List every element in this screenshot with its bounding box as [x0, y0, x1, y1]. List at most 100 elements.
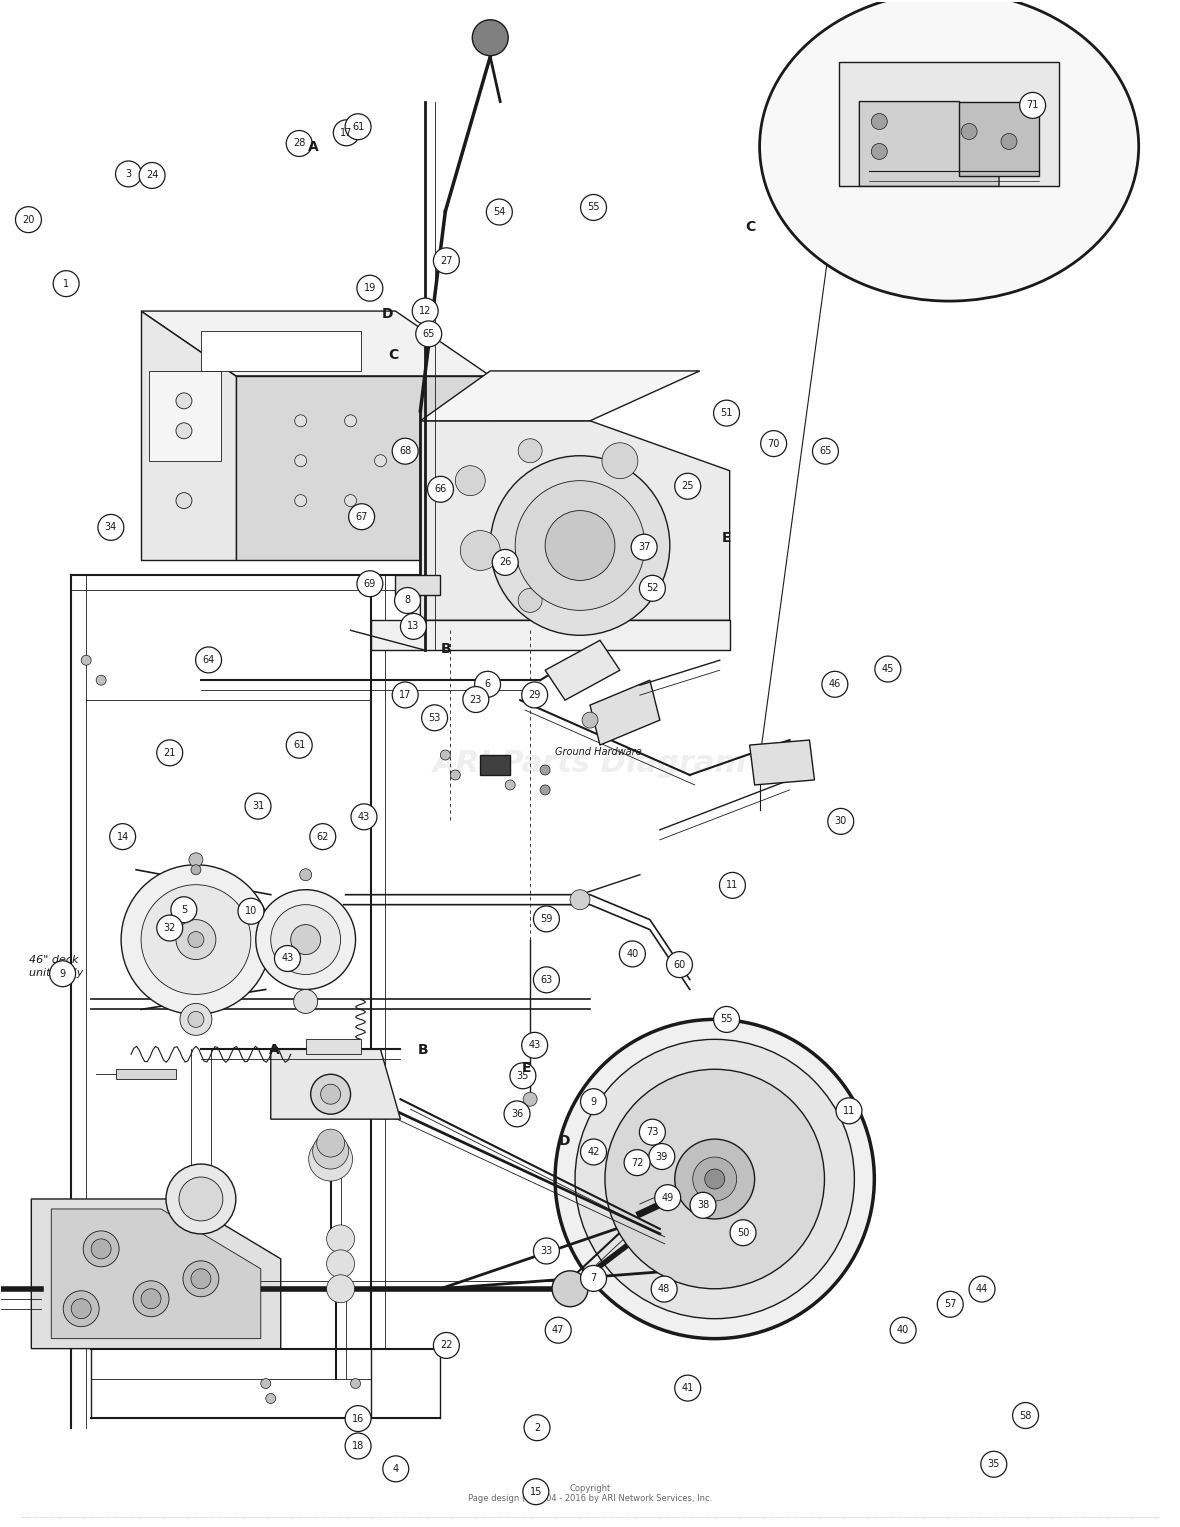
Circle shape	[356, 571, 382, 597]
Text: 44: 44	[976, 1284, 988, 1293]
Text: 49: 49	[662, 1193, 674, 1203]
Polygon shape	[149, 371, 221, 461]
Circle shape	[427, 476, 453, 502]
Circle shape	[828, 808, 853, 834]
Text: 47: 47	[552, 1325, 564, 1335]
Circle shape	[327, 1251, 354, 1278]
Text: 35: 35	[988, 1460, 999, 1469]
Circle shape	[266, 1394, 276, 1403]
Text: 28: 28	[293, 139, 306, 148]
Circle shape	[321, 1084, 341, 1104]
Circle shape	[433, 247, 459, 273]
Text: 36: 36	[511, 1109, 523, 1119]
Text: 2: 2	[533, 1423, 540, 1432]
Circle shape	[313, 1133, 348, 1170]
Circle shape	[871, 144, 887, 159]
Circle shape	[620, 941, 645, 967]
Text: 20: 20	[22, 215, 34, 224]
Circle shape	[474, 672, 500, 698]
Text: 55: 55	[588, 203, 599, 212]
Circle shape	[937, 1292, 963, 1318]
Circle shape	[640, 576, 666, 602]
Text: 61: 61	[293, 741, 306, 750]
Circle shape	[693, 1157, 736, 1200]
Text: 43: 43	[358, 812, 371, 822]
Circle shape	[181, 1003, 212, 1035]
Circle shape	[486, 199, 512, 224]
Circle shape	[50, 960, 76, 986]
Circle shape	[523, 1478, 549, 1504]
Text: Ground Hardware: Ground Hardware	[555, 747, 642, 757]
Text: 8: 8	[405, 596, 411, 606]
Text: C: C	[388, 348, 399, 362]
Text: 65: 65	[819, 446, 832, 457]
Text: 30: 30	[834, 817, 847, 826]
Text: 41: 41	[682, 1383, 694, 1393]
Circle shape	[518, 438, 542, 463]
Circle shape	[15, 206, 41, 232]
Circle shape	[139, 162, 165, 188]
Text: 15: 15	[530, 1487, 542, 1496]
Text: 22: 22	[440, 1341, 453, 1350]
Circle shape	[540, 785, 550, 796]
Polygon shape	[270, 1049, 400, 1119]
Polygon shape	[749, 741, 814, 785]
Polygon shape	[371, 620, 729, 651]
Circle shape	[327, 1225, 354, 1252]
Circle shape	[730, 1220, 756, 1246]
Polygon shape	[420, 421, 729, 620]
Circle shape	[522, 683, 548, 709]
Text: 63: 63	[540, 974, 552, 985]
Circle shape	[582, 712, 598, 728]
Text: 66: 66	[434, 484, 446, 495]
Circle shape	[714, 400, 740, 426]
Circle shape	[667, 951, 693, 977]
Circle shape	[570, 890, 590, 910]
Text: B: B	[418, 1043, 428, 1057]
Text: A: A	[269, 1043, 280, 1057]
Circle shape	[294, 989, 317, 1014]
Circle shape	[189, 852, 203, 867]
Text: 27: 27	[440, 257, 453, 266]
Circle shape	[533, 1238, 559, 1264]
Polygon shape	[959, 102, 1038, 177]
Circle shape	[835, 1098, 861, 1124]
Circle shape	[245, 793, 271, 818]
Text: 52: 52	[647, 583, 658, 594]
Polygon shape	[201, 331, 361, 371]
Text: 46: 46	[828, 680, 841, 689]
Circle shape	[651, 1277, 677, 1303]
Circle shape	[122, 864, 270, 1014]
Circle shape	[176, 493, 192, 508]
Text: 53: 53	[428, 713, 441, 722]
Circle shape	[142, 1289, 160, 1309]
Circle shape	[533, 906, 559, 931]
Text: 12: 12	[419, 305, 432, 316]
Circle shape	[440, 750, 451, 760]
Circle shape	[345, 1432, 371, 1458]
Circle shape	[310, 1075, 350, 1115]
Text: 62: 62	[316, 832, 329, 841]
Text: 4: 4	[393, 1464, 399, 1474]
Circle shape	[345, 113, 371, 139]
Text: 11: 11	[843, 1106, 856, 1116]
Polygon shape	[859, 102, 999, 186]
Text: 26: 26	[499, 557, 511, 568]
Text: 6: 6	[485, 680, 491, 689]
Circle shape	[1020, 93, 1045, 119]
Circle shape	[394, 588, 420, 614]
Circle shape	[345, 495, 356, 507]
Circle shape	[270, 904, 341, 974]
Text: 19: 19	[363, 282, 376, 293]
Circle shape	[133, 1281, 169, 1316]
Text: 69: 69	[363, 579, 376, 589]
Circle shape	[510, 1063, 536, 1089]
Text: 57: 57	[944, 1299, 957, 1309]
Polygon shape	[420, 371, 700, 421]
Circle shape	[605, 1069, 825, 1289]
Circle shape	[649, 1144, 675, 1170]
Circle shape	[238, 898, 264, 924]
Polygon shape	[142, 312, 236, 560]
Circle shape	[455, 466, 485, 496]
Circle shape	[690, 1193, 716, 1219]
